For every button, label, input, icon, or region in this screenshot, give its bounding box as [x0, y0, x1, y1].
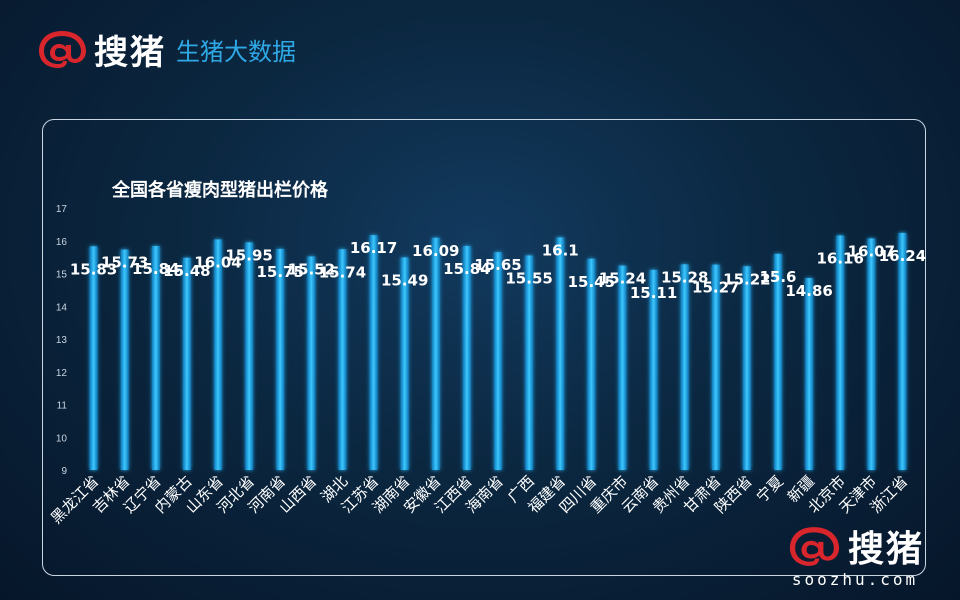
bar — [774, 253, 782, 470]
data-label: 15.45 — [568, 273, 615, 291]
bar — [245, 242, 254, 470]
data-label: 15.83 — [70, 260, 117, 278]
bar — [214, 239, 222, 470]
bar — [431, 237, 440, 470]
data-label: 16.24 — [879, 247, 926, 265]
bar — [618, 265, 627, 470]
data-label: 16.04 — [194, 253, 241, 271]
x-axis: 黑龙江省吉林省辽宁省内蒙古山东省河北省河南省山西省湖北江苏省湖南省安徽省江西省海… — [47, 472, 911, 527]
data-label: 15.27 — [692, 279, 739, 297]
data-label: 16.16 — [816, 250, 863, 268]
bar — [587, 258, 596, 470]
y-tick-label: 14 — [56, 302, 68, 313]
bar — [867, 238, 876, 470]
data-label: 15.95 — [225, 246, 272, 264]
bar — [805, 278, 814, 470]
y-tick-label: 15 — [56, 270, 68, 281]
bar — [742, 266, 751, 470]
y-tick-label: 11 — [57, 401, 68, 412]
y-tick-label: 17 — [56, 204, 68, 215]
data-label: 15.84 — [132, 260, 179, 278]
data-label: 16.1 — [542, 241, 579, 259]
data-label: 15.22 — [723, 270, 770, 288]
bars — [89, 232, 907, 470]
data-label: 15.75 — [256, 263, 303, 281]
bar — [898, 232, 907, 470]
bar — [649, 269, 658, 470]
chart-panel — [42, 119, 926, 576]
data-label: 15.74 — [319, 263, 366, 281]
y-tick-label: 9 — [61, 466, 67, 477]
y-tick-label: 16 — [56, 237, 68, 248]
bar — [462, 245, 471, 470]
chart-title: 全国各省瘦肉型猪出栏价格 — [112, 180, 328, 201]
data-label: 15.65 — [474, 256, 521, 274]
bar — [307, 256, 316, 470]
watermark-logo-text: 搜猪 — [848, 528, 925, 570]
bar — [369, 235, 378, 470]
data-label: 15.84 — [443, 260, 490, 278]
bar — [151, 245, 160, 470]
watermark: 搜猪 soozhu.com — [786, 520, 924, 589]
data-label: 14.86 — [785, 282, 832, 300]
data-label: 15.24 — [599, 270, 646, 288]
bar — [836, 235, 845, 470]
data-label: 15.11 — [630, 284, 677, 302]
bar — [400, 257, 409, 470]
x-tick-label: 宁夏 — [753, 472, 787, 506]
brand-header: 搜猪 生猪大数据 — [36, 24, 296, 74]
data-label: 15.48 — [163, 262, 210, 280]
logo-text: 搜猪 — [94, 32, 166, 73]
bar — [711, 264, 720, 470]
data-label: 15.6 — [759, 268, 796, 286]
bar — [276, 248, 285, 470]
data-label: 15.28 — [661, 268, 708, 286]
data-label: 15.52 — [288, 260, 335, 278]
y-tick-label: 10 — [56, 433, 68, 444]
data-label: 16.09 — [412, 242, 459, 260]
y-tick-label: 12 — [56, 368, 68, 379]
bar — [556, 237, 565, 470]
y-axis: 9 10 11 12 13 14 15 16 17 — [56, 204, 68, 477]
brand-subtitle: 生猪大数据 — [176, 37, 296, 66]
watermark-url: soozhu.com — [791, 570, 919, 589]
bar — [525, 255, 534, 470]
data-label: 16.17 — [350, 239, 397, 257]
data-label: 15.73 — [101, 254, 148, 272]
data-label: 16.07 — [848, 242, 895, 260]
bar — [338, 249, 347, 470]
y-tick-label: 13 — [56, 335, 68, 346]
data-labels: 15.8315.7315.8415.4816.0415.9515.7515.52… — [70, 239, 926, 302]
watermark-logo-icon — [789, 527, 840, 566]
bar — [120, 249, 129, 470]
bar — [182, 257, 191, 470]
data-label: 15.49 — [381, 271, 428, 289]
bar — [680, 264, 689, 470]
bar — [494, 252, 502, 470]
data-label: 15.55 — [505, 269, 552, 287]
bar — [89, 246, 98, 470]
